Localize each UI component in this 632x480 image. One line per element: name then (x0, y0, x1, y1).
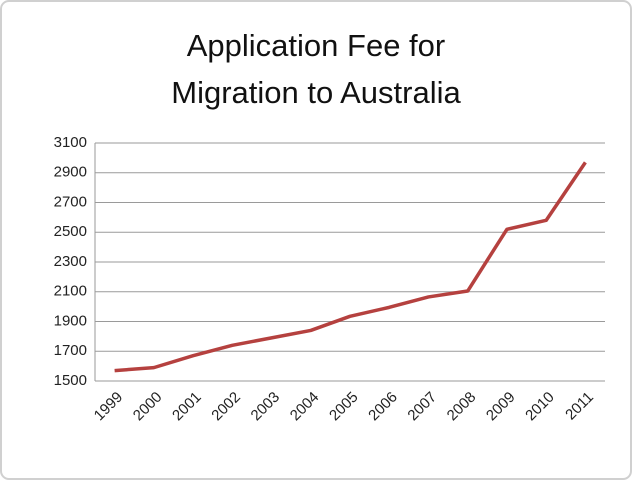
y-tick-label: 1700 (54, 342, 87, 359)
y-tick-label: 2700 (54, 193, 87, 210)
y-tick-label: 2900 (54, 164, 87, 181)
chart-title: Application Fee for (187, 28, 445, 63)
y-tick-label: 2100 (54, 283, 87, 300)
y-tick-label: 1900 (54, 312, 87, 329)
y-tick-label: 2300 (54, 253, 87, 270)
y-tick-label: 3100 (54, 134, 87, 151)
y-tick-label: 2500 (54, 223, 87, 240)
y-tick-label: 1500 (54, 372, 87, 389)
chart-title: Migration to Australia (171, 75, 461, 110)
data-line (114, 161, 587, 373)
